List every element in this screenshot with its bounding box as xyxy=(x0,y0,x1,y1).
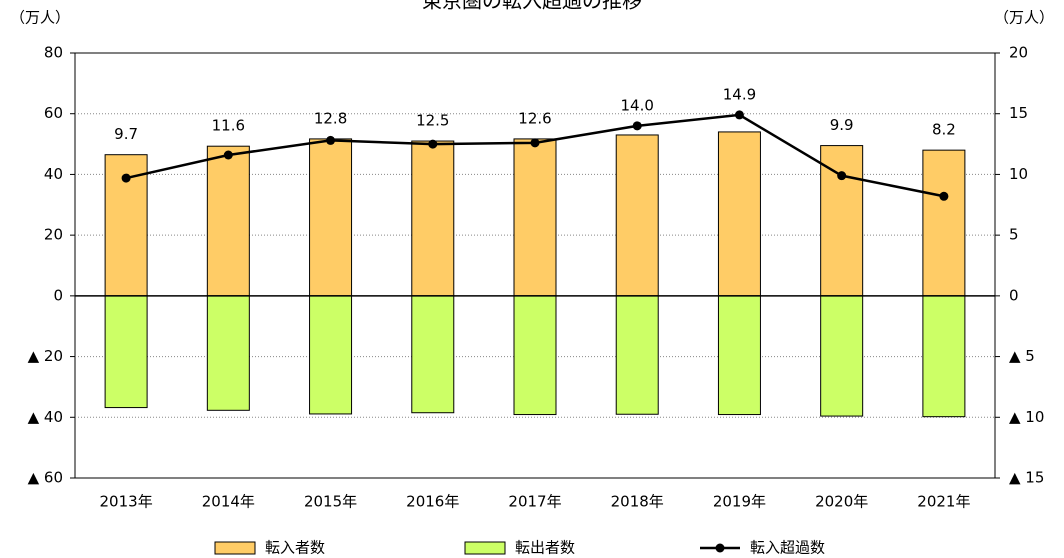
x-tick-label: 2016年 xyxy=(406,493,459,511)
bar xyxy=(820,295,864,417)
legend-label: 転入超過数 xyxy=(750,539,825,557)
y2-axis-unit: （万人） xyxy=(994,9,1054,27)
x-tick-label: 2014年 xyxy=(202,493,255,511)
legend-swatch xyxy=(464,541,506,555)
line-point xyxy=(837,171,847,181)
bar xyxy=(104,295,148,409)
bar xyxy=(820,145,864,297)
data-label: 8.2 xyxy=(932,121,956,139)
data-label: 14.9 xyxy=(723,85,756,103)
bar xyxy=(309,138,353,297)
line-point xyxy=(939,191,949,201)
bar xyxy=(717,131,761,297)
line-point xyxy=(223,150,233,160)
data-label: 11.6 xyxy=(212,117,245,135)
data-label: 9.7 xyxy=(114,125,138,143)
y2-tick-label: 15 xyxy=(1009,104,1028,122)
x-tick-label: 2017年 xyxy=(508,493,561,511)
line-point xyxy=(428,139,438,149)
bar xyxy=(411,295,455,414)
legend-marker xyxy=(715,543,725,553)
x-tick-label: 2013年 xyxy=(100,493,153,511)
y-tick-label: 0 xyxy=(53,286,63,304)
line-point xyxy=(734,110,744,120)
y-tick-label: ▲ 20 xyxy=(28,347,63,365)
y2-tick-label: ▲ 5 xyxy=(1009,347,1035,365)
legend-label: 転入者数 xyxy=(265,539,325,557)
y-tick-label: 60 xyxy=(44,104,63,122)
y2-tick-label: ▲ 15 xyxy=(1009,469,1044,487)
y2-tick-label: 10 xyxy=(1009,165,1028,183)
bar xyxy=(411,140,455,297)
y2-tick-label: ▲ 10 xyxy=(1009,408,1044,426)
legend-swatch xyxy=(214,541,256,555)
line-point xyxy=(632,121,642,131)
x-tick-label: 2018年 xyxy=(611,493,664,511)
bar xyxy=(717,295,761,416)
data-label: 14.0 xyxy=(621,96,654,114)
bar xyxy=(922,295,966,418)
bar xyxy=(309,295,353,415)
bar xyxy=(615,295,659,415)
y2-tick-label: 0 xyxy=(1009,286,1019,304)
bar xyxy=(513,295,557,416)
plot-area xyxy=(74,52,996,479)
x-tick-label: 2021年 xyxy=(917,493,970,511)
bar xyxy=(206,295,250,411)
bar xyxy=(206,145,250,297)
bar xyxy=(513,138,557,297)
y-tick-label: 40 xyxy=(44,165,63,183)
y2-tick-label: 20 xyxy=(1009,44,1028,62)
y-axis-unit: （万人） xyxy=(10,9,70,27)
chart-title: 東京圏の転入超過の推移 xyxy=(422,0,642,13)
bar xyxy=(922,149,966,297)
y-tick-label: 20 xyxy=(44,226,63,244)
data-label: 12.6 xyxy=(518,109,551,127)
line-point xyxy=(326,135,336,145)
line-point xyxy=(530,138,540,148)
data-label: 9.9 xyxy=(830,116,854,134)
y-tick-label: ▲ 60 xyxy=(28,469,63,487)
line-point xyxy=(121,173,131,183)
data-label: 12.5 xyxy=(416,112,449,130)
data-label: 12.8 xyxy=(314,109,347,127)
y-tick-label: ▲ 40 xyxy=(28,408,63,426)
x-tick-label: 2019年 xyxy=(713,493,766,511)
y-tick-label: 80 xyxy=(44,44,63,62)
bar xyxy=(615,134,659,297)
x-tick-label: 2020年 xyxy=(815,493,868,511)
legend-label: 転出者数 xyxy=(515,539,575,557)
y2-tick-label: 5 xyxy=(1009,226,1019,244)
x-tick-label: 2015年 xyxy=(304,493,357,511)
